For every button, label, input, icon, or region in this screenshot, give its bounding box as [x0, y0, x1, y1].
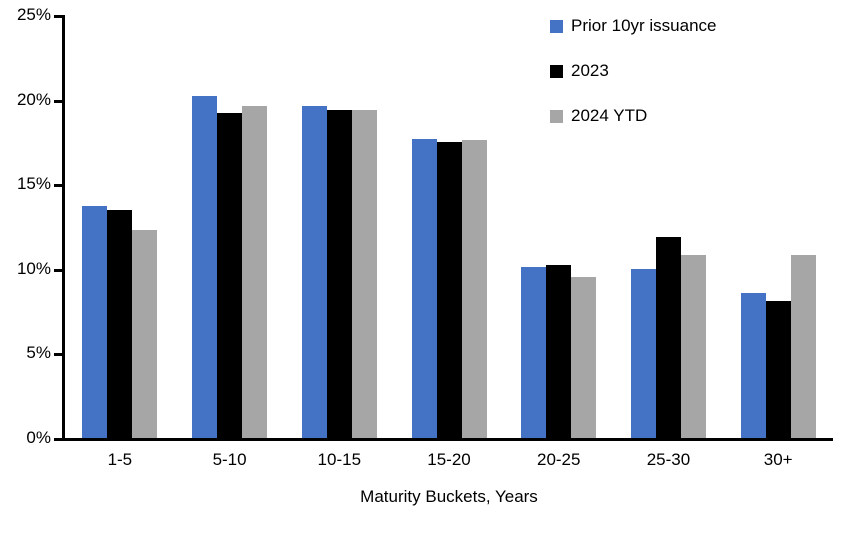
- bar: [82, 206, 108, 438]
- bar: [326, 109, 352, 438]
- bar: [790, 255, 816, 438]
- bar: [680, 255, 706, 438]
- y-axis-tick-label: 5%: [26, 343, 51, 363]
- bar: [521, 267, 547, 438]
- bar-group-5-10: [175, 15, 285, 438]
- x-category-label: 15-20: [427, 450, 471, 469]
- x-category-label: 20-25: [536, 450, 581, 469]
- y-axis-tick-label: 0%: [26, 428, 51, 447]
- legend-item: 2024 YTD: [550, 106, 717, 126]
- y-axis-tick: [54, 353, 62, 357]
- y-axis-tick-label: 20%: [16, 89, 51, 109]
- legend-item: 2023: [550, 61, 717, 81]
- y-axis-tick: [54, 184, 62, 188]
- bar-group-1-5: [65, 15, 175, 438]
- plot-area: 0% 5% 10% 15% 20% 25%: [17, 5, 833, 447]
- bar-group-20-25: [504, 15, 614, 438]
- legend-label: 2023: [571, 61, 609, 80]
- legend-swatch: [550, 109, 563, 123]
- x-category-label: 30+: [763, 450, 793, 469]
- y-axis-tick: [54, 15, 62, 18]
- bar-group-30+: [723, 15, 833, 438]
- legend-swatch: [550, 64, 563, 78]
- legend-label: 2024 YTD: [571, 106, 648, 125]
- bar: [411, 138, 437, 438]
- bar: [242, 106, 268, 438]
- bar: [436, 141, 462, 438]
- y-axis-tick-label: 10%: [16, 258, 51, 278]
- bar: [655, 236, 681, 438]
- y-axis-tick-label: 15%: [16, 174, 51, 194]
- y-axis-tick: [54, 438, 62, 441]
- x-category-label: 25-30: [646, 450, 691, 469]
- bar: [765, 300, 791, 438]
- bar-groups: [65, 15, 833, 438]
- legend-label: Prior 10yr issuance: [571, 16, 717, 35]
- legend: Prior 10yr issuance 2023 2024 YTD: [550, 16, 717, 151]
- bar-group-10-15: [284, 15, 394, 438]
- bar: [630, 268, 656, 438]
- x-category-label: 10-15: [317, 450, 362, 469]
- bar: [132, 229, 158, 438]
- bar: [740, 292, 766, 438]
- legend-item: Prior 10yr issuance: [550, 16, 717, 36]
- bar: [217, 113, 243, 438]
- x-category-label: 1-5: [107, 450, 133, 469]
- bar: [192, 96, 218, 438]
- y-axis-tick: [54, 99, 62, 103]
- bar: [351, 109, 377, 438]
- bar: [301, 106, 327, 438]
- bar-group-25-30: [614, 15, 724, 438]
- bar-group-15-20: [394, 15, 504, 438]
- bar: [571, 277, 597, 438]
- legend-swatch: [550, 19, 563, 33]
- x-category-label: 5-10: [212, 450, 247, 469]
- bar: [461, 140, 487, 438]
- x-axis-labels: 1-5 5-10 10-15 15-20 20-25 25-30 30+: [65, 450, 833, 470]
- y-axis-tick: [54, 268, 62, 272]
- bar: [107, 209, 133, 438]
- x-axis-title: Maturity Buckets, Years: [360, 487, 538, 506]
- y-axis-tick-label: 25%: [16, 5, 51, 24]
- bar: [546, 265, 572, 438]
